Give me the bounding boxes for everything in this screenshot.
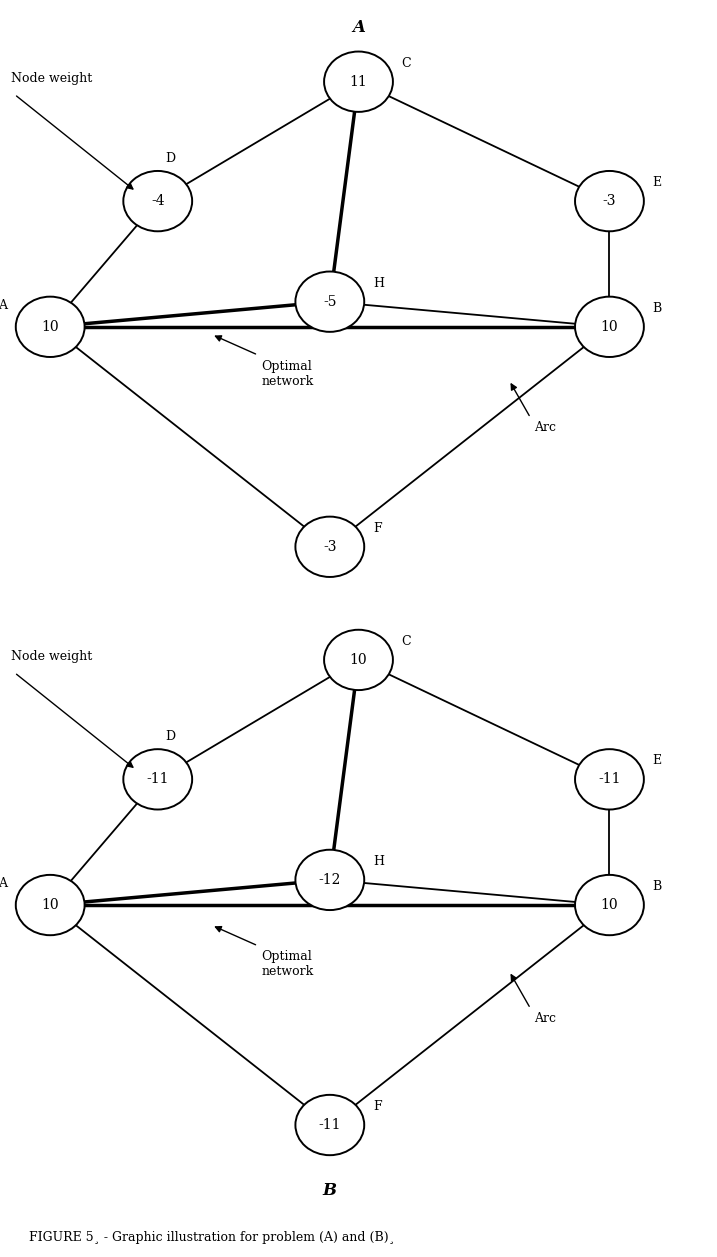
Circle shape <box>123 749 192 810</box>
Text: FIGURE 5¸ - Graphic illustration for problem (A) and (B)¸: FIGURE 5¸ - Graphic illustration for pro… <box>29 1232 394 1244</box>
Circle shape <box>295 517 364 577</box>
Text: Node weight: Node weight <box>11 650 92 662</box>
Text: 10: 10 <box>601 319 618 334</box>
Text: Optimal
network: Optimal network <box>262 360 314 387</box>
Text: B: B <box>323 1182 337 1199</box>
Text: D: D <box>165 152 175 165</box>
Text: -11: -11 <box>598 772 621 787</box>
Text: -12: -12 <box>318 872 341 887</box>
Circle shape <box>16 875 85 935</box>
Text: 10: 10 <box>601 897 618 913</box>
Text: 10: 10 <box>42 897 59 913</box>
Text: -11: -11 <box>146 772 169 787</box>
Text: F: F <box>373 522 381 534</box>
Text: -3: -3 <box>323 539 336 554</box>
Text: 10: 10 <box>350 652 367 667</box>
Text: C: C <box>402 635 411 647</box>
Circle shape <box>324 630 393 690</box>
Circle shape <box>575 749 644 810</box>
Text: A: A <box>0 877 7 890</box>
Text: D: D <box>165 730 175 743</box>
Text: F: F <box>373 1100 381 1112</box>
Circle shape <box>123 171 192 231</box>
Text: -5: -5 <box>323 294 336 309</box>
Circle shape <box>575 875 644 935</box>
Text: -3: -3 <box>603 194 616 209</box>
Text: E: E <box>652 176 662 189</box>
Text: B: B <box>652 302 662 314</box>
Text: B: B <box>652 880 662 892</box>
Circle shape <box>575 171 644 231</box>
Circle shape <box>575 297 644 357</box>
Text: E: E <box>652 754 662 767</box>
Text: H: H <box>373 277 384 289</box>
Text: H: H <box>373 855 384 867</box>
Text: -11: -11 <box>318 1117 341 1133</box>
Text: 11: 11 <box>350 74 367 89</box>
Circle shape <box>295 1095 364 1155</box>
Text: 10: 10 <box>42 319 59 334</box>
Text: Optimal
network: Optimal network <box>262 950 314 978</box>
Circle shape <box>295 272 364 332</box>
Text: A: A <box>352 19 365 36</box>
Text: C: C <box>402 57 411 69</box>
Circle shape <box>16 297 85 357</box>
Text: A: A <box>0 299 7 312</box>
Circle shape <box>295 850 364 910</box>
Text: -4: -4 <box>151 194 165 209</box>
Text: Arc: Arc <box>534 1012 556 1024</box>
Circle shape <box>324 52 393 112</box>
Text: Arc: Arc <box>534 421 556 434</box>
Text: Node weight: Node weight <box>11 72 92 84</box>
